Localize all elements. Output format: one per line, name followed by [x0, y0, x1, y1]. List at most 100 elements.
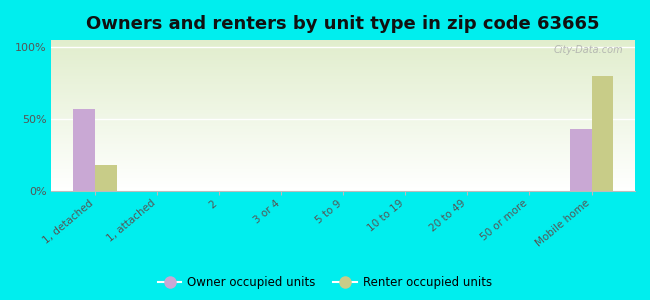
Bar [51, 45, 635, 46]
Bar [51, 75, 635, 76]
Bar [51, 80, 635, 81]
Text: City-Data.com: City-Data.com [554, 45, 623, 55]
Bar [51, 152, 635, 154]
Bar [51, 114, 635, 116]
Bar [51, 74, 635, 75]
Bar [570, 129, 592, 191]
Bar [51, 72, 635, 74]
Bar [51, 117, 635, 119]
Bar [51, 120, 635, 122]
Bar [73, 109, 95, 191]
Bar [51, 146, 635, 148]
Bar [51, 128, 635, 129]
Bar [51, 131, 635, 132]
Bar [51, 92, 635, 93]
Bar [51, 90, 635, 92]
Bar [51, 46, 635, 48]
Bar [51, 135, 635, 137]
Bar [51, 106, 635, 108]
Bar [51, 78, 635, 80]
Bar [51, 94, 635, 96]
Bar [51, 181, 635, 182]
Bar [51, 179, 635, 181]
Bar [51, 185, 635, 187]
Bar [51, 182, 635, 184]
Bar [51, 154, 635, 155]
Bar [51, 105, 635, 106]
Bar [51, 93, 635, 94]
Bar [51, 122, 635, 123]
Bar [95, 165, 116, 191]
Bar [51, 166, 635, 167]
Bar [51, 170, 635, 172]
Bar [51, 145, 635, 146]
Bar [51, 175, 635, 176]
Bar [51, 51, 635, 52]
Bar [51, 96, 635, 98]
Bar [51, 138, 635, 140]
Title: Owners and renters by unit type in zip code 63665: Owners and renters by unit type in zip c… [86, 15, 600, 33]
Bar [51, 129, 635, 131]
Bar [51, 40, 635, 42]
Bar [51, 141, 635, 143]
Bar [51, 81, 635, 82]
Bar [51, 158, 635, 160]
Bar [51, 69, 635, 70]
Bar [51, 160, 635, 161]
Bar [592, 76, 613, 191]
Bar [51, 84, 635, 86]
Bar [51, 60, 635, 61]
Bar [51, 111, 635, 113]
Bar [51, 64, 635, 66]
Bar [51, 140, 635, 141]
Bar [51, 148, 635, 149]
Bar [51, 164, 635, 166]
Bar [51, 172, 635, 173]
Bar [51, 167, 635, 169]
Bar [51, 187, 635, 188]
Bar [51, 88, 635, 90]
Bar [51, 54, 635, 55]
Bar [51, 151, 635, 152]
Bar [51, 169, 635, 170]
Bar [51, 67, 635, 69]
Bar [51, 113, 635, 114]
Bar [51, 110, 635, 111]
Bar [51, 137, 635, 138]
Bar [51, 70, 635, 72]
Bar [51, 63, 635, 64]
Bar [51, 163, 635, 164]
Bar [51, 48, 635, 49]
Bar [51, 61, 635, 63]
Bar [51, 132, 635, 134]
Bar [51, 119, 635, 120]
Bar [51, 108, 635, 110]
Bar [51, 98, 635, 99]
Bar [51, 155, 635, 157]
Bar [51, 99, 635, 100]
Bar [51, 125, 635, 126]
Bar [51, 157, 635, 158]
Bar [51, 184, 635, 185]
Bar [51, 82, 635, 84]
Bar [51, 178, 635, 179]
Bar [51, 100, 635, 102]
Bar [51, 190, 635, 191]
Bar [51, 103, 635, 105]
Bar [51, 66, 635, 67]
Bar [51, 126, 635, 128]
Bar [51, 55, 635, 57]
Bar [51, 176, 635, 178]
Bar [51, 76, 635, 78]
Bar [51, 58, 635, 60]
Bar [51, 52, 635, 54]
Bar [51, 161, 635, 163]
Bar [51, 42, 635, 43]
Bar [51, 134, 635, 135]
Legend: Owner occupied units, Renter occupied units: Owner occupied units, Renter occupied un… [153, 272, 497, 294]
Bar [51, 85, 635, 87]
Bar [51, 43, 635, 45]
Bar [51, 57, 635, 58]
Bar [51, 149, 635, 151]
Bar [51, 173, 635, 175]
